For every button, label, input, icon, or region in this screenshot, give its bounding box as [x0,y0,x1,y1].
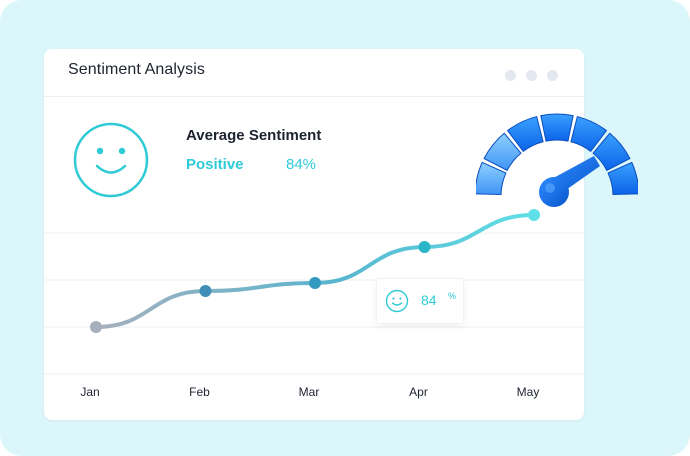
x-tick-mar: Mar [298,385,320,399]
data-point-mar[interactable] [309,277,321,289]
data-point-apr[interactable] [418,241,431,253]
sentiment-percent: 84% [286,156,317,173]
header-divider [44,96,584,97]
window-dot-2[interactable] [526,70,537,81]
window-controls [505,70,558,81]
x-tick-may: May [516,385,540,399]
data-point-feb[interactable] [199,285,212,297]
window-dot-1[interactable] [505,70,516,81]
speedometer-gauge-icon [476,113,638,207]
data-point-may[interactable] [528,209,540,221]
data-point-jan[interactable] [90,321,102,333]
sentiment-card: Sentiment Analysis Average Sentiment Pos… [44,49,584,420]
x-tick-feb: Feb [189,385,210,399]
card-title: Sentiment Analysis [68,61,205,78]
data-tooltip: 84 % [376,278,464,324]
sentiment-value: Positive [186,156,244,173]
x-tick-jan: Jan [80,385,100,399]
average-sentiment-label: Average Sentiment [186,127,322,144]
tooltip-value: 84 [421,292,437,308]
smiley-face-icon [73,122,149,198]
series-line [94,213,536,329]
window-dot-3[interactable] [547,70,558,81]
sentiment-line-chart [44,209,584,375]
x-tick-apr: Apr [409,385,428,399]
tooltip-unit: % [448,291,457,301]
smiley-face-icon [385,289,409,313]
